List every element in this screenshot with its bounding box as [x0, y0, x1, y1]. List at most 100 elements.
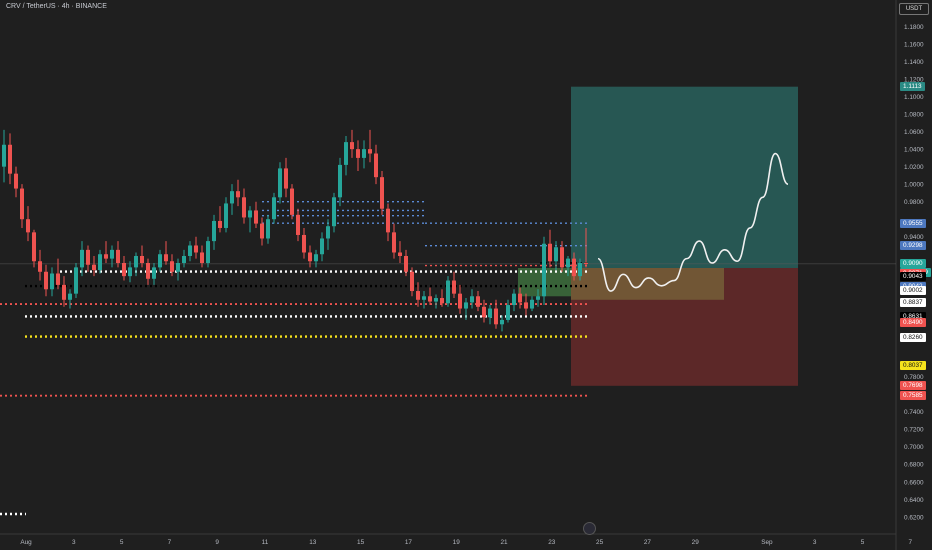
- candle-body: [152, 267, 156, 279]
- price-tick-label: 1.0800: [904, 111, 924, 118]
- projection-path: [597, 152, 789, 292]
- price-badge: 0.9555: [900, 218, 926, 228]
- time-tick-label: 17: [405, 539, 413, 546]
- candle-body: [386, 208, 390, 233]
- candle-body: [308, 252, 312, 262]
- candle-body: [248, 210, 252, 218]
- price-tick-label: 1.1000: [904, 94, 924, 101]
- candle-body: [254, 210, 258, 224]
- candle-body: [182, 255, 186, 263]
- price-badge: 1.1113: [900, 82, 925, 92]
- price-tick-label: 1.1800: [904, 24, 924, 31]
- candle-body: [302, 234, 306, 253]
- candle-body: [110, 249, 114, 259]
- candle-body: [158, 254, 162, 268]
- candle-body: [14, 173, 18, 189]
- candle-body: [56, 273, 60, 285]
- candle-body: [146, 263, 150, 279]
- candle-body: [428, 296, 432, 302]
- candle-body: [134, 255, 138, 268]
- candle-body: [98, 254, 102, 271]
- candle-body: [284, 168, 288, 189]
- price-tick-label: 1.1200: [904, 76, 924, 83]
- candle-body: [44, 271, 48, 290]
- candle-body: [506, 305, 510, 320]
- candle-body: [128, 267, 132, 277]
- time-tick-label: 9: [215, 539, 219, 546]
- candle-body: [584, 263, 588, 264]
- candle-body: [380, 177, 384, 209]
- candle-body: [344, 142, 348, 165]
- candle-body: [38, 261, 42, 272]
- candle-body: [392, 232, 396, 253]
- candle-body: [578, 263, 582, 277]
- time-tick-label: 5: [120, 539, 124, 546]
- candle-body: [290, 188, 294, 215]
- symbol-title[interactable]: CRV / TetherUS · 4h · BINANCE: [6, 3, 107, 10]
- candle-body: [398, 252, 402, 256]
- price-tick-label: 1.1600: [904, 41, 924, 48]
- candle-body: [266, 219, 270, 239]
- candle-body: [2, 144, 6, 167]
- time-tick-label: Sep: [761, 539, 773, 546]
- price-tick-label: 1.0400: [904, 146, 924, 153]
- candle-body: [224, 203, 228, 228]
- candle-body: [320, 238, 324, 255]
- candle-body: [260, 223, 264, 239]
- time-tick-label: 21: [500, 539, 508, 546]
- candle-body: [524, 302, 528, 309]
- candle-body: [20, 188, 24, 220]
- candle-body: [566, 258, 570, 268]
- tradingview-logo-icon[interactable]: [583, 522, 596, 535]
- candle-body: [122, 263, 126, 277]
- support-zone-orange: [571, 267, 724, 300]
- price-badge: 0.8631: [900, 311, 926, 321]
- candle-body: [416, 291, 420, 300]
- candle-body: [188, 245, 192, 256]
- candle-body: [422, 296, 426, 300]
- price-tick-label: 0.7800: [904, 374, 924, 381]
- candle-body: [116, 249, 120, 263]
- candle-body: [434, 298, 438, 302]
- candle-body: [482, 306, 486, 318]
- candle-body: [314, 254, 318, 262]
- price-badge: 0.8260: [900, 333, 926, 343]
- price-tick-label: 0.9400: [904, 234, 924, 241]
- candle-body: [8, 144, 12, 174]
- candle-body: [356, 149, 360, 158]
- candle-body: [278, 168, 282, 198]
- candle-body: [272, 197, 276, 220]
- candle-body: [194, 245, 198, 253]
- candle-body: [476, 296, 480, 307]
- candle-body: [446, 280, 450, 304]
- candle-body: [104, 254, 108, 259]
- candle-body: [68, 293, 72, 300]
- candle-body: [26, 219, 30, 233]
- time-tick-label: 5: [861, 539, 865, 546]
- candle-body: [74, 267, 78, 294]
- price-tick-label: 0.9800: [904, 199, 924, 206]
- price-tick-label: 1.1400: [904, 59, 924, 66]
- price-tick-label: 0.6600: [904, 479, 924, 486]
- candle-body: [464, 302, 468, 309]
- candle-body: [452, 280, 456, 294]
- time-tick-label: 11: [262, 539, 269, 546]
- candle-body: [518, 293, 522, 303]
- time-tick-label: 3: [813, 539, 817, 546]
- candle-body: [212, 220, 216, 242]
- candle-body: [332, 197, 336, 227]
- candle-body: [488, 308, 492, 318]
- candle-body: [206, 241, 210, 263]
- currency-unit-button[interactable]: USDT: [899, 3, 929, 15]
- price-tick-label: 0.6800: [904, 462, 924, 469]
- candle-body: [86, 249, 90, 265]
- price-badge: 0.8037: [900, 360, 926, 370]
- price-tick-label: 0.6400: [904, 497, 924, 504]
- candle-body: [32, 232, 36, 262]
- candle-body: [176, 263, 180, 272]
- candle-body: [62, 284, 66, 300]
- candle-body: [536, 296, 540, 300]
- price-tick-label: 0.6200: [904, 514, 924, 521]
- time-tick-label: 13: [309, 539, 317, 546]
